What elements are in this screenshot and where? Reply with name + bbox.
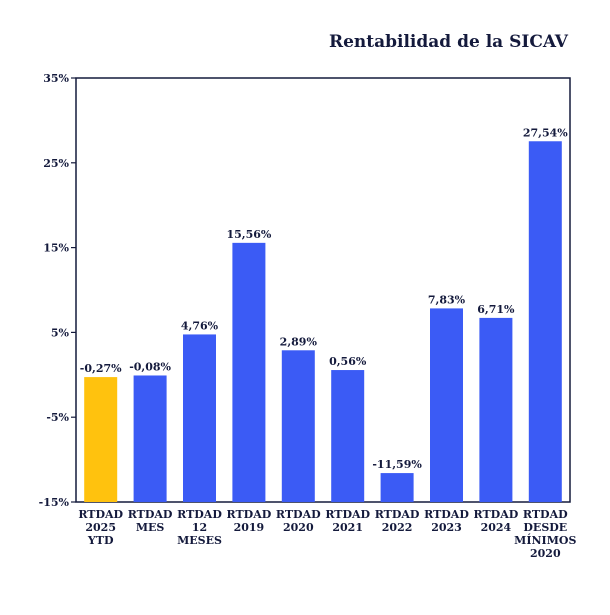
bar — [479, 317, 513, 502]
bar — [133, 375, 167, 502]
y-tick-label: 5% — [51, 326, 70, 339]
y-tick-label: -5% — [46, 411, 69, 424]
bar — [430, 308, 463, 502]
x-category-label: RTDAD 2024 — [474, 508, 519, 534]
y-tick-label: 25% — [43, 157, 69, 170]
bar — [232, 242, 266, 502]
y-tick-label: 15% — [43, 242, 69, 255]
x-category-label: RTDAD 2021 — [325, 508, 370, 534]
x-category-label: RTDAD 2023 — [424, 508, 469, 534]
x-category-label: RTDAD 2022 — [375, 508, 420, 534]
x-category-label: RTDAD 12 MESES — [177, 508, 222, 547]
bar-value-label: -0,27% — [80, 362, 122, 375]
bar — [331, 370, 365, 502]
x-category-label: RTDAD 2020 — [276, 508, 321, 534]
x-category-label: RTDAD MES — [128, 508, 173, 534]
bar — [380, 473, 414, 502]
x-category-label: RTDAD 2025 YTD — [78, 508, 123, 547]
bar-value-label: 27,54% — [523, 126, 568, 139]
bar-value-label: -0,08% — [129, 360, 171, 373]
y-tick-label: -15% — [39, 496, 70, 509]
bar — [281, 350, 315, 502]
bar — [183, 334, 216, 502]
bar-value-label: 7,83% — [428, 293, 466, 306]
chart-title: Rentabilidad de la SICAV — [328, 32, 568, 52]
bar — [528, 141, 562, 502]
bar-value-label: -11,59% — [372, 458, 422, 471]
bar-value-label: 2,89% — [280, 335, 318, 348]
plot-frame — [75, 77, 571, 503]
x-category-label: RTDAD DESDE MÍNIMOS 2020 — [514, 508, 576, 560]
bar-value-label: 15,56% — [226, 228, 271, 241]
x-category-label: RTDAD 2019 — [227, 508, 272, 534]
bar-value-label: 6,71% — [477, 303, 515, 316]
bar-value-label: 4,76% — [181, 319, 219, 332]
y-tick-label: 35% — [43, 72, 69, 85]
bar — [84, 377, 118, 502]
bar-value-label: 0,56% — [329, 355, 367, 368]
